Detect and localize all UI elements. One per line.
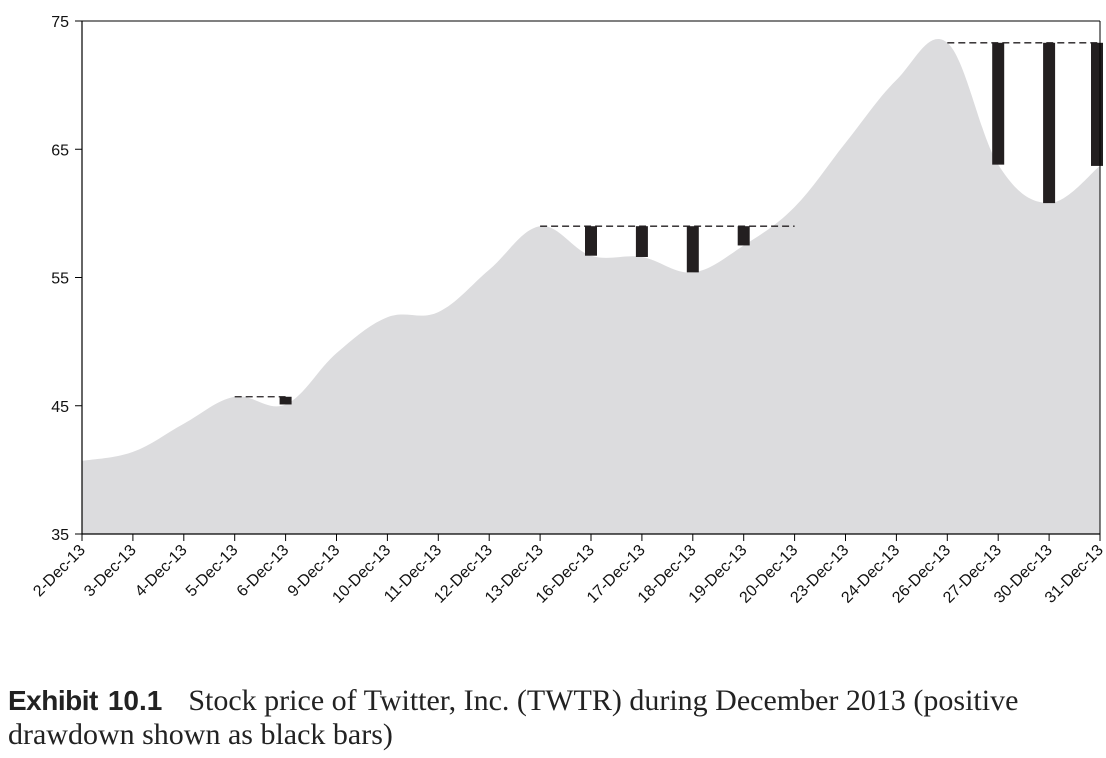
axes-layer (75, 20, 1101, 541)
caption-text: Stock price of Twitter, Inc. (TWTR) duri… (8, 684, 1019, 751)
drawdown-bar (686, 226, 699, 273)
drawdown-chart: 35 45 55 65 75 2-Dec-133-Dec-134-Dec-135-Dec-… (30, 14, 1106, 607)
drawdown-bar (279, 396, 292, 405)
figure-caption: Exhibit 10.1 Stock price of Twitter, Inc. … (8, 684, 1103, 752)
drawdown-bar (992, 42, 1005, 165)
x-tick-label: 2-Dec-13 (30, 542, 89, 601)
drawdown-bar (635, 226, 648, 257)
caption-number: 10.1 (107, 685, 163, 716)
peak-lines-layer (234, 42, 1100, 398)
drawdown-bar (585, 226, 597, 256)
y-tick-label: 55 (51, 271, 69, 288)
y-tick-label: 65 (51, 142, 69, 159)
y-tick-label: 35 (51, 527, 69, 544)
price-area (82, 39, 1100, 535)
x-tick-label: 5-Dec-13 (183, 542, 242, 601)
x-tick-label: 4-Dec-13 (132, 542, 191, 601)
x-tick-label: 6-Dec-13 (234, 542, 293, 601)
y-tick-label: 75 (51, 14, 69, 31)
y-tick-label: 45 (51, 399, 69, 416)
price-area-layer (82, 39, 1100, 535)
drawdown-bar (1091, 42, 1103, 166)
x-tick-label: 3-Dec-13 (81, 542, 140, 601)
drawdown-bar (1043, 42, 1056, 204)
caption-label: Exhibit (8, 685, 98, 716)
drawdown-bar (737, 226, 750, 246)
